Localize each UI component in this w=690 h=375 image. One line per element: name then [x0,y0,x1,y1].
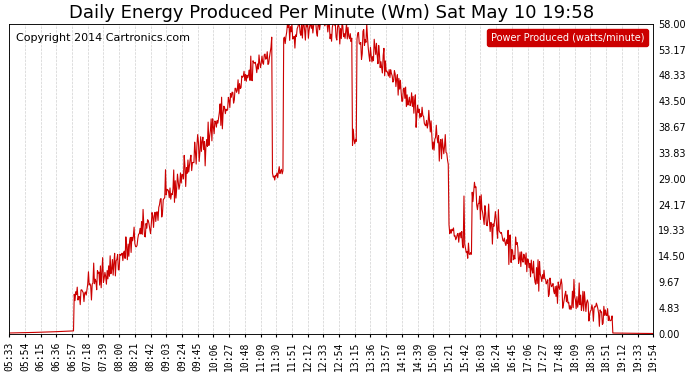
Legend: Power Produced (watts/minute): Power Produced (watts/minute) [487,28,649,46]
Title: Daily Energy Produced Per Minute (Wm) Sat May 10 19:58: Daily Energy Produced Per Minute (Wm) Sa… [68,4,594,22]
Text: Copyright 2014 Cartronics.com: Copyright 2014 Cartronics.com [16,33,190,43]
